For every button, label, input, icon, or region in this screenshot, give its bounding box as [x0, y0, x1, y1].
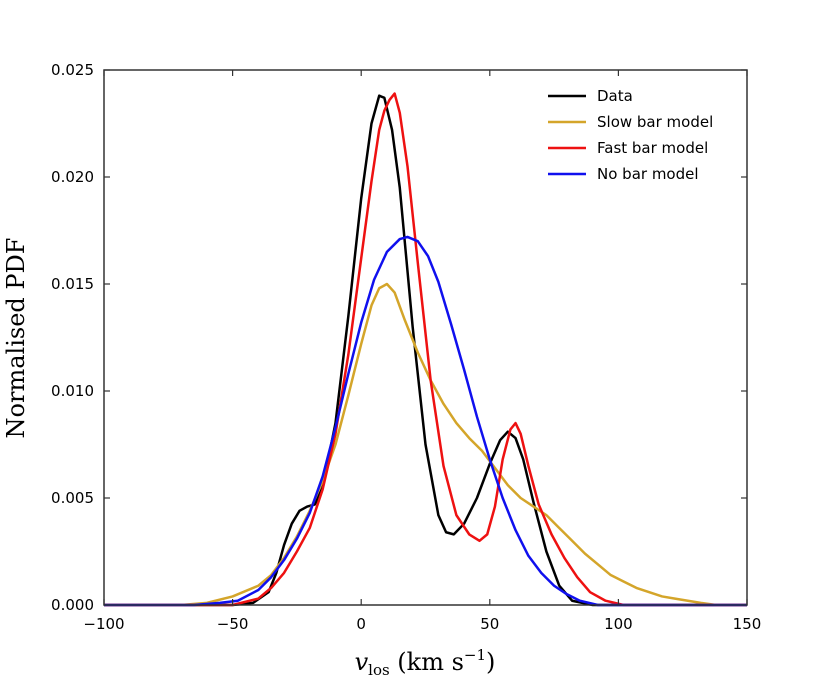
- x-axis-title: vlos (km s−1): [355, 646, 496, 679]
- x-tick-label: 100: [604, 615, 633, 633]
- x-axis-symbol: v: [355, 648, 369, 676]
- x-tick-label: 150: [733, 615, 762, 633]
- x-tick-label: −50: [217, 615, 249, 633]
- y-axis-title: Normalised PDF: [2, 238, 30, 439]
- series-layer: [104, 92, 747, 607]
- series-line-no-bar-model: [104, 235, 747, 607]
- y-tick-label: 0.005: [51, 489, 94, 507]
- x-tick-label: 0: [356, 615, 366, 633]
- y-tick-label: 0.010: [51, 382, 94, 400]
- legend: Data Slow bar model Fast bar model No ba…: [548, 87, 713, 183]
- series-line-data: [104, 94, 747, 607]
- legend-label-slow-bar: Slow bar model: [597, 113, 713, 131]
- tick-layer: −100 −50 0 50 100 150 0.000 0.005 0.010 0.015 0.02…: [51, 61, 761, 633]
- legend-label-data: Data: [597, 87, 633, 105]
- legend-label-no-bar: No bar model: [597, 165, 699, 183]
- x-tick-label: −100: [83, 615, 124, 633]
- series-line-fast-bar-model: [104, 92, 747, 607]
- y-tick-label: 0.015: [51, 275, 94, 293]
- x-tick-label: 50: [480, 615, 499, 633]
- y-tick-label: 0.020: [51, 168, 94, 186]
- legend-label-fast-bar: Fast bar model: [597, 139, 708, 157]
- x-axis-close: ): [486, 648, 495, 676]
- x-axis-units: (km s: [390, 648, 464, 676]
- x-axis-superscript: −1: [464, 646, 486, 664]
- plot-frame: [103, 69, 748, 606]
- y-tick-label: 0.025: [51, 61, 94, 79]
- y-tick-label: 0.000: [51, 596, 94, 614]
- x-axis-subscript: los: [368, 661, 390, 679]
